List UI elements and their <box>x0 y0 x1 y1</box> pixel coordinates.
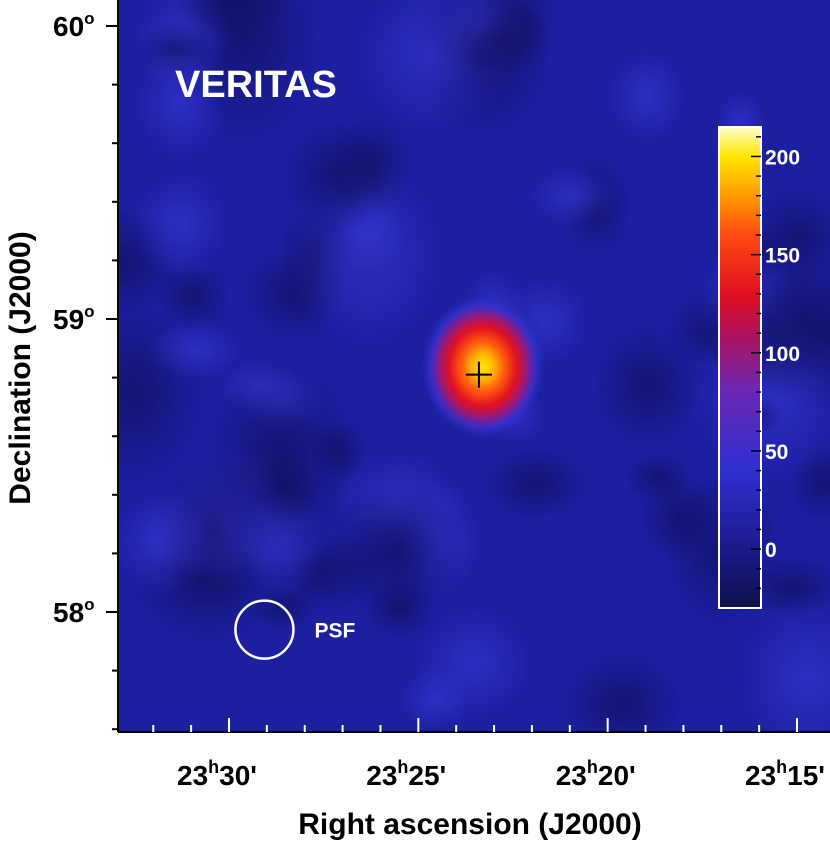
x-tick-label: 23h30' <box>177 757 257 791</box>
colorbar-ticks: 200 150 100 50 0 <box>751 136 800 590</box>
psf-circle <box>234 599 295 660</box>
background-fluctuation <box>134 42 226 165</box>
plot-area <box>118 0 830 732</box>
background-fluctuation <box>789 444 830 521</box>
colorbar-tick-label: 200 <box>765 146 800 169</box>
colorbar-tick-label: 0 <box>765 539 777 562</box>
background-fluctuation <box>564 653 682 732</box>
background-fluctuation <box>410 603 536 724</box>
y-tick-label: 58o <box>53 595 95 628</box>
colorbar-scale <box>718 126 762 609</box>
map-title: VERITAS <box>175 64 337 106</box>
psf-label: PSF <box>314 620 355 643</box>
background-fluctuation <box>175 0 295 41</box>
background-fluctuation <box>156 451 271 609</box>
psf-indicator: PSF <box>234 599 355 660</box>
colorbar-tick-label: 150 <box>765 245 800 268</box>
gamma-ray-source <box>420 294 545 439</box>
background-fluctuation <box>364 577 435 639</box>
background-fluctuation <box>452 1 554 76</box>
background-fluctuation <box>328 481 465 618</box>
background-fluctuation <box>132 168 230 279</box>
x-tick-label: 23h25' <box>366 757 446 791</box>
colorbar-tick-label: 50 <box>765 441 788 464</box>
y-tick-label: 60o <box>53 9 95 42</box>
background-fluctuation <box>735 591 830 732</box>
background-fluctuation <box>155 262 230 331</box>
colorbar: 200 150 100 50 0 <box>718 126 800 609</box>
background-fluctuation <box>528 166 618 226</box>
background-fluctuation <box>593 327 702 445</box>
x-tick-label: 23h20' <box>556 757 636 791</box>
x-tick-label: 23h15' <box>745 757 825 791</box>
axes: 60o 59o 58o 23h30' 23h25' 23h20' 23h15' <box>53 0 830 791</box>
y-axis-title: Declination (J2000) <box>4 231 37 504</box>
colorbar-tick-label: 100 <box>765 343 800 366</box>
background-fluctuation <box>483 448 588 519</box>
x-axis-title: Right ascension (J2000) <box>298 808 641 841</box>
background-fluctuation <box>284 120 392 235</box>
y-tick-label: 59o <box>53 302 95 335</box>
background-fluctuation <box>310 419 368 482</box>
background-fluctuation <box>147 320 244 379</box>
background-fluctuation <box>607 48 687 145</box>
source-position-marker <box>465 361 492 388</box>
background-fluctuation <box>247 586 316 630</box>
